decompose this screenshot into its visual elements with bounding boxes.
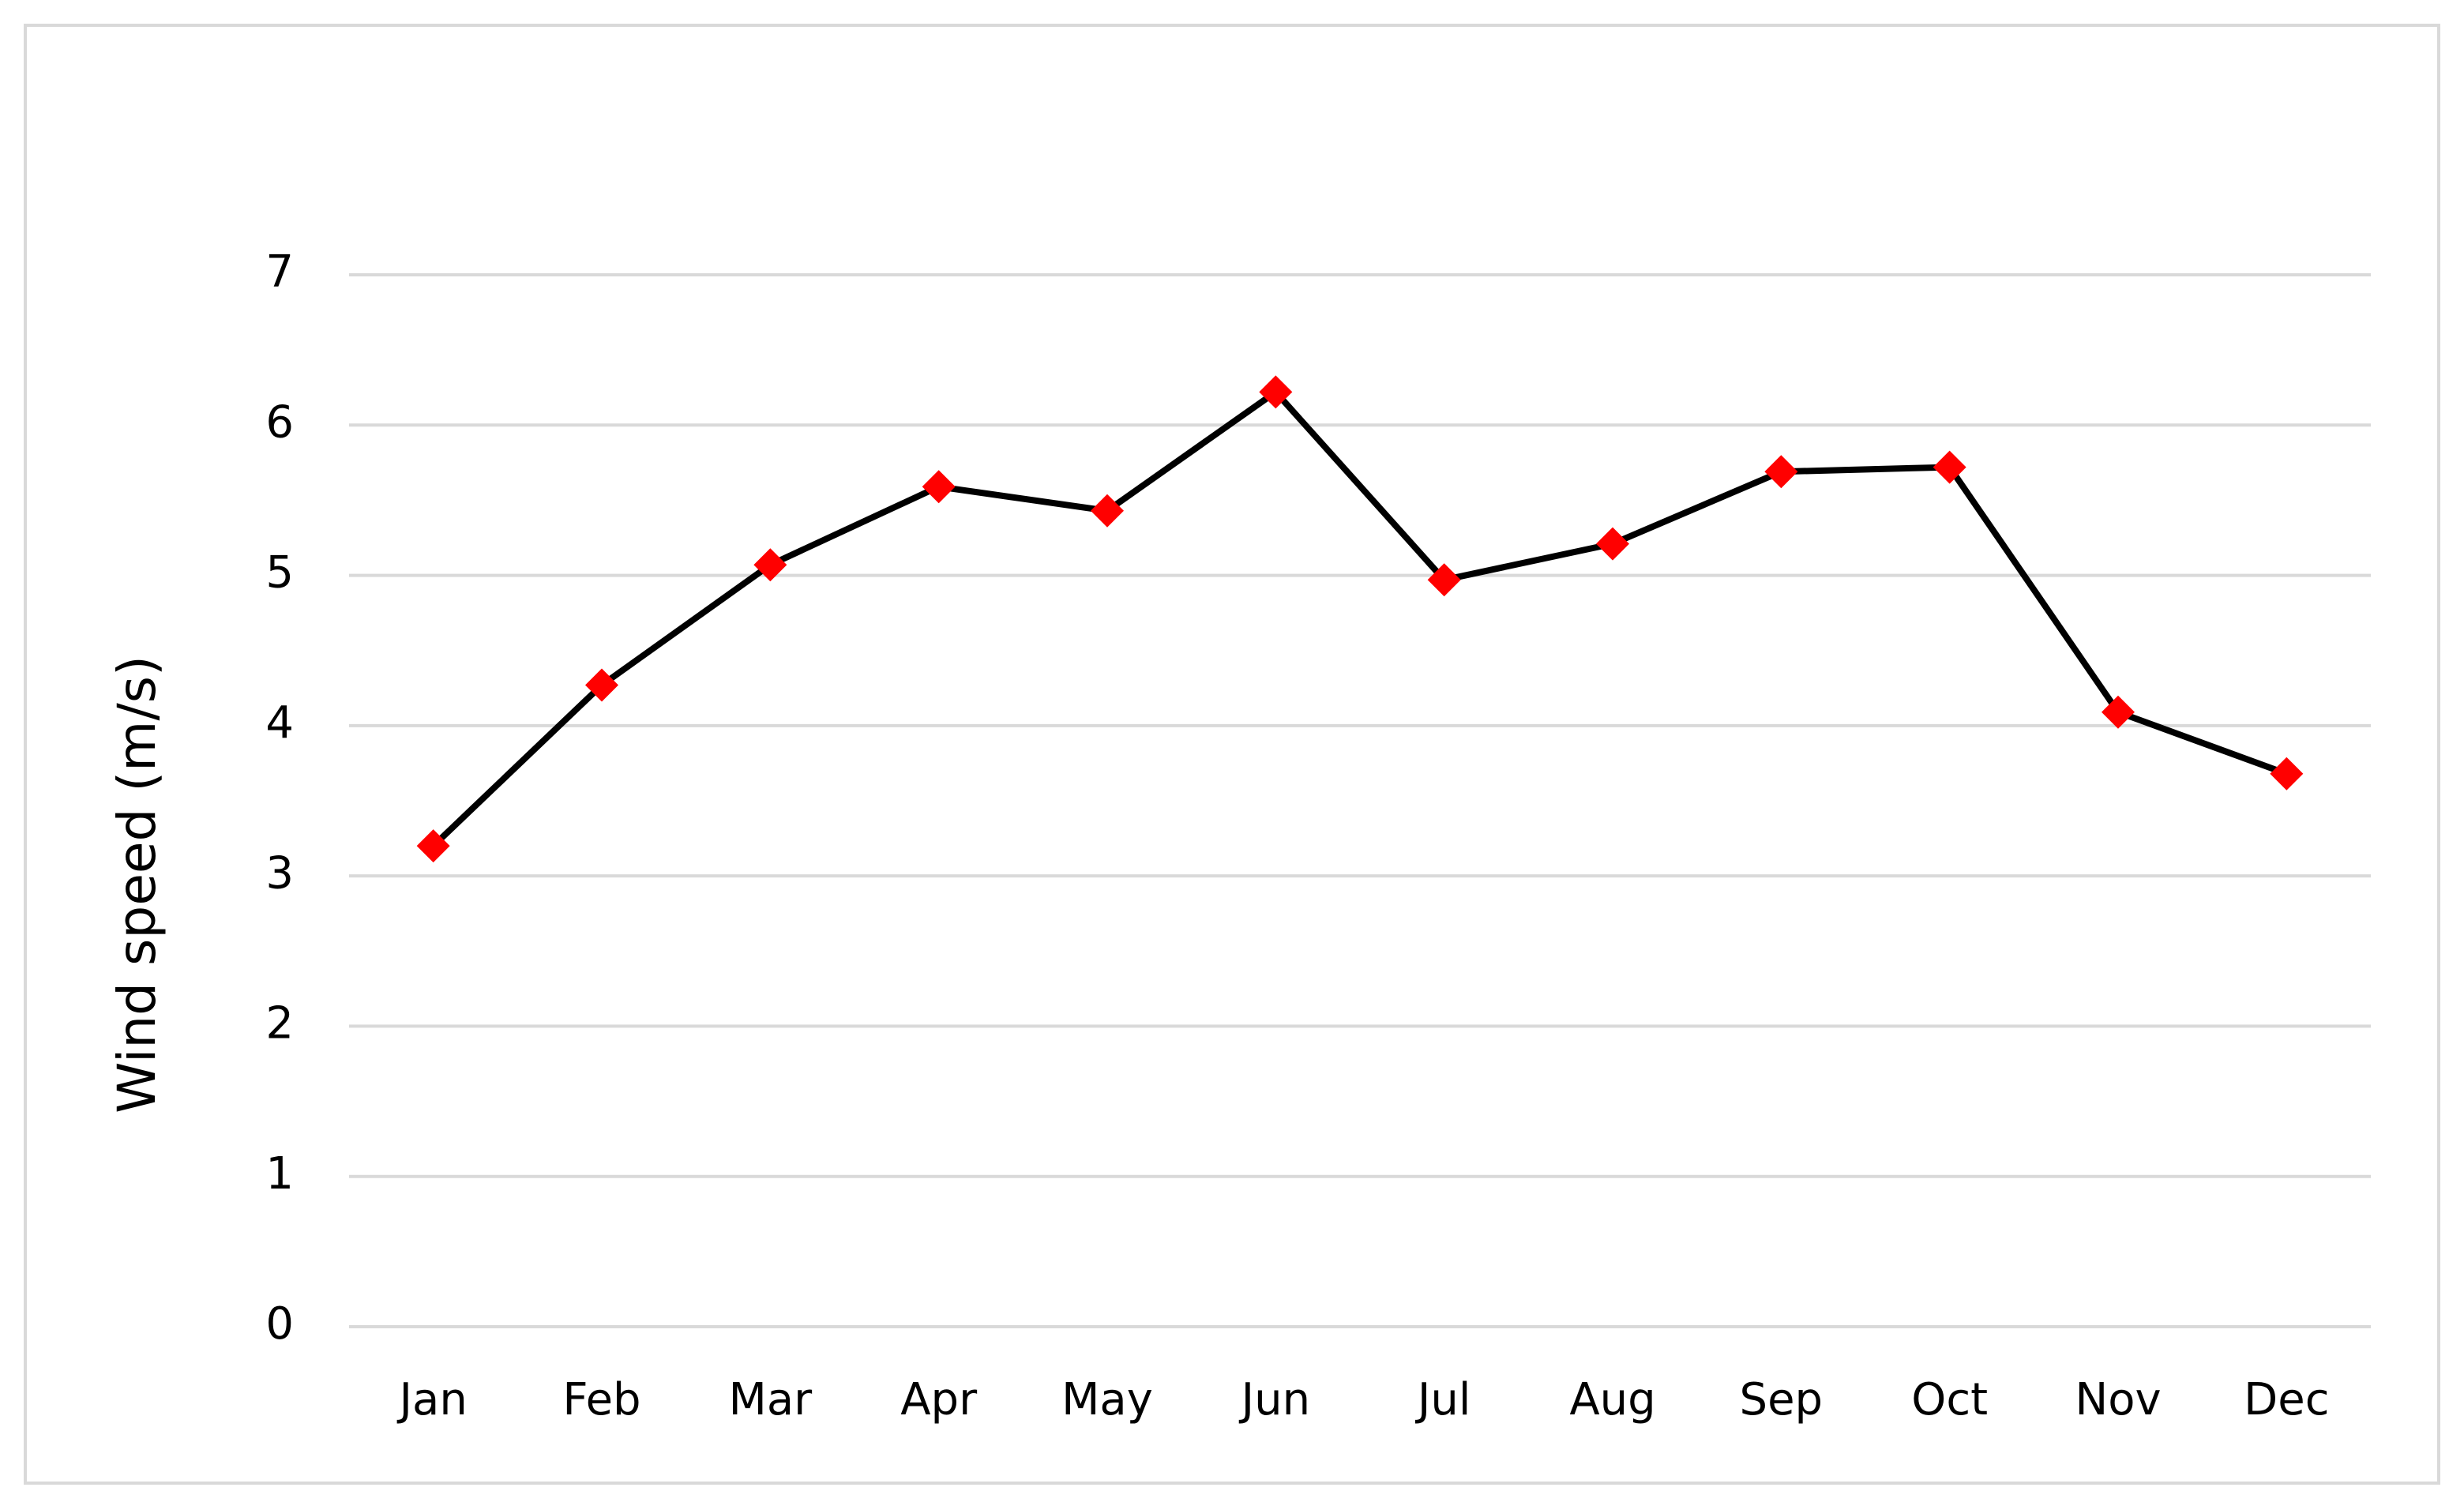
data-point	[416, 829, 450, 863]
y-tick-label: 4	[265, 697, 294, 749]
data-point	[2270, 757, 2304, 791]
y-tick-label: 2	[265, 998, 294, 1050]
data-point	[1933, 450, 1966, 484]
x-tick-label: Apr	[900, 1374, 978, 1425]
y-axis-title: Wind speed (m/s)	[107, 655, 167, 1114]
data-point	[1764, 455, 1798, 489]
x-tick-label: May	[1061, 1374, 1153, 1425]
x-tick-label: Feb	[562, 1374, 640, 1425]
data-point	[922, 470, 956, 504]
x-tick-label: Jul	[1415, 1374, 1471, 1425]
x-tick-label: Sep	[1740, 1374, 1824, 1425]
y-tick-label: 5	[265, 547, 294, 599]
x-tick-label: Aug	[1569, 1374, 1655, 1425]
y-tick-label: 7	[265, 246, 294, 298]
y-tick-label: 6	[265, 396, 294, 448]
chart-frame	[24, 24, 2440, 1485]
x-tick-label: Mar	[729, 1374, 813, 1425]
x-tick-label: Oct	[1911, 1374, 1988, 1425]
x-tick-label: Dec	[2244, 1374, 2329, 1425]
y-tick-label: 0	[265, 1298, 294, 1350]
x-tick-label: Jan	[397, 1374, 468, 1425]
series-line	[430, 389, 2288, 848]
data-point	[1427, 563, 1461, 597]
x-tick-label: Nov	[2075, 1374, 2161, 1425]
y-tick-label: 1	[265, 1148, 294, 1200]
x-tick-label: Jun	[1239, 1374, 1311, 1425]
data-point	[1259, 375, 1293, 409]
data-point	[2102, 695, 2135, 729]
data-point	[753, 548, 787, 582]
data-point	[585, 668, 618, 702]
data-point	[1596, 527, 1629, 561]
data-point	[1091, 494, 1124, 528]
y-tick-label: 3	[265, 847, 294, 899]
